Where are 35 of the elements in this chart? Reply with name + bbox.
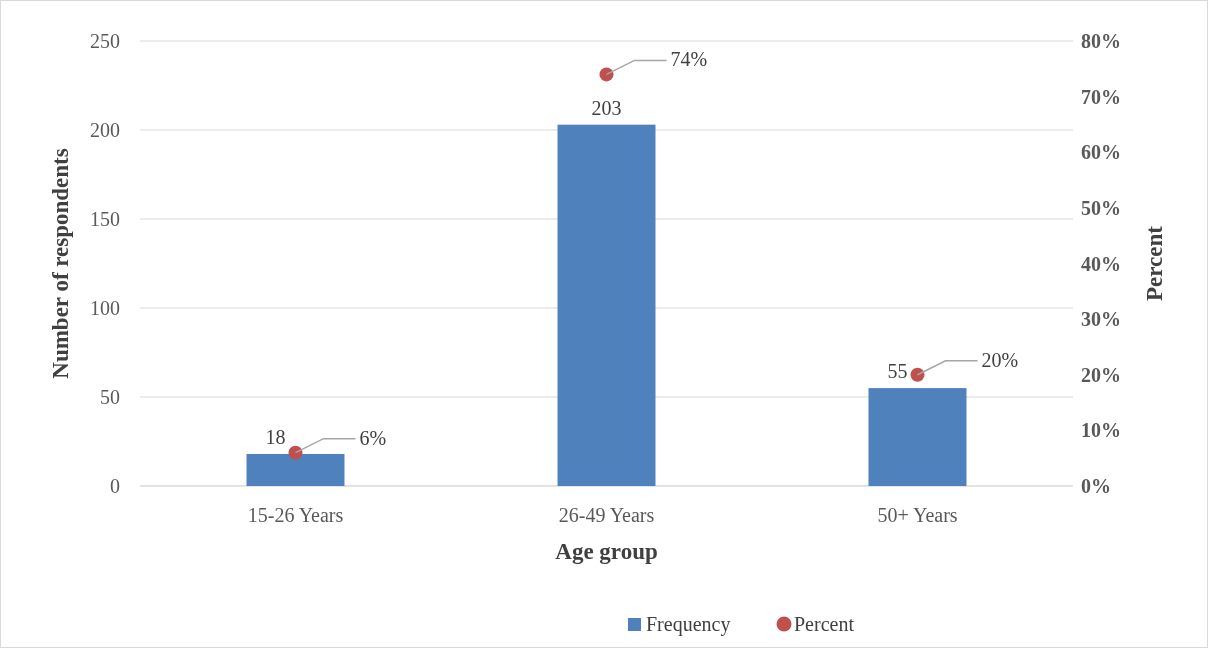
- y-tick-label: 100: [90, 297, 120, 319]
- bar: [868, 388, 967, 486]
- data-label: 6%: [359, 426, 387, 449]
- y2-axis-title: Percent: [1142, 225, 1167, 301]
- y2-tick-label: 50%: [1081, 196, 1121, 219]
- y-tick-label: 250: [90, 30, 120, 52]
- y-tick-label: 50: [100, 386, 120, 408]
- y-axis-title: Number of respondents: [48, 148, 73, 379]
- y2-tick-label: 0%: [1081, 475, 1111, 497]
- x-tick-label: 50+ Years: [877, 504, 958, 526]
- y2-tick-label: 10%: [1081, 419, 1121, 442]
- y2-tick-label: 80%: [1081, 30, 1121, 52]
- x-tick-label: 26-49 Years: [558, 504, 655, 526]
- data-label: 203: [591, 96, 622, 119]
- data-label: 20%: [981, 348, 1019, 371]
- y2-tick-label: 30%: [1081, 308, 1121, 331]
- bar: [246, 453, 345, 486]
- y-tick-label: 200: [90, 119, 120, 141]
- point: [910, 367, 925, 382]
- bar: [557, 124, 656, 486]
- data-label: 55: [887, 360, 908, 383]
- y2-tick-label: 40%: [1081, 252, 1121, 275]
- x-axis-title: Age group: [555, 539, 658, 564]
- y2-tick-label: 60%: [1081, 141, 1121, 164]
- legend-label: Frequency: [646, 613, 731, 636]
- point: [288, 445, 303, 460]
- legend-label: Percent: [794, 613, 855, 635]
- y-tick-label: 150: [90, 208, 120, 230]
- y2-tick-label: 70%: [1081, 85, 1121, 108]
- x-tick-label: 15-26 Years: [247, 504, 344, 526]
- y-tick-label: 0: [110, 475, 120, 497]
- point: [599, 67, 614, 82]
- data-label: 74%: [670, 48, 708, 71]
- y2-tick-label: 20%: [1081, 363, 1121, 386]
- data-label: 18: [265, 425, 286, 448]
